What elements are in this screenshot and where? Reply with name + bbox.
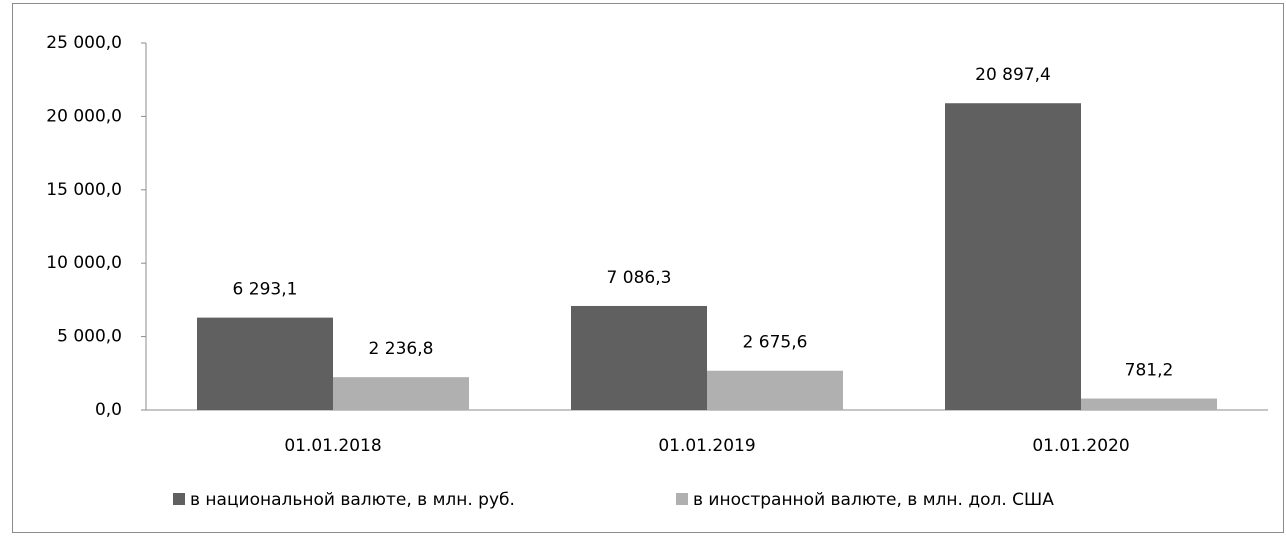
bar bbox=[333, 377, 469, 410]
y-tick-label: 25 000,0 bbox=[46, 33, 122, 53]
y-tick-label: 5 000,0 bbox=[57, 327, 122, 347]
legend-label: в национальной валюте, в млн. руб. bbox=[190, 490, 515, 510]
legend-label: в иностранной валюте, в млн. дол. США bbox=[693, 490, 1054, 510]
bar bbox=[1081, 398, 1217, 410]
y-tick-label: 0,0 bbox=[95, 400, 122, 420]
x-tick-label: 01.01.2019 bbox=[658, 436, 755, 456]
bar bbox=[945, 103, 1081, 410]
y-tick-label: 20 000,0 bbox=[46, 106, 122, 126]
legend-swatch bbox=[173, 493, 185, 505]
legend-swatch bbox=[676, 493, 688, 505]
data-label: 6 293,1 bbox=[233, 280, 298, 300]
x-tick-label: 01.01.2020 bbox=[1032, 436, 1129, 456]
bar bbox=[197, 317, 333, 410]
y-tick-label: 15 000,0 bbox=[46, 180, 122, 200]
x-tick-label: 01.01.2018 bbox=[284, 436, 381, 456]
data-label: 7 086,3 bbox=[607, 268, 672, 288]
data-label: 20 897,4 bbox=[975, 65, 1051, 85]
data-label: 2 675,6 bbox=[743, 333, 808, 353]
data-label: 2 236,8 bbox=[369, 339, 434, 359]
data-label: 781,2 bbox=[1125, 361, 1174, 381]
bar bbox=[707, 370, 843, 410]
bar bbox=[571, 305, 707, 410]
y-tick-label: 10 000,0 bbox=[46, 253, 122, 273]
